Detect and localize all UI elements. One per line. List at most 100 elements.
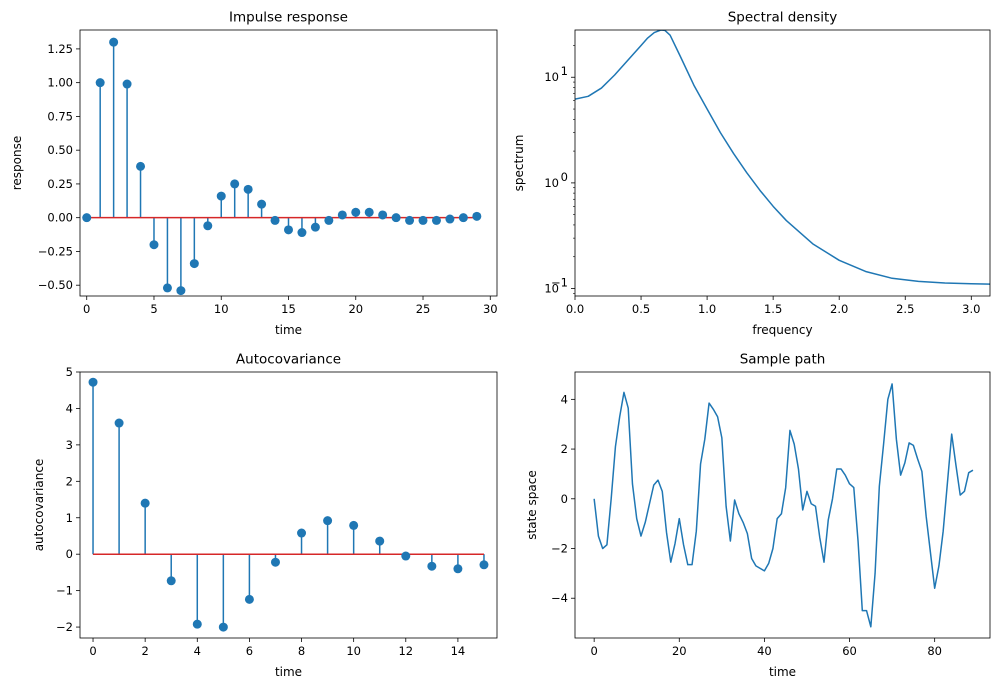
impulse-response-title: Impulse response (229, 10, 348, 26)
autocovariance-marker (244, 594, 254, 604)
spectral-density-ytick-label: 10 (544, 70, 559, 84)
sample-path-line (593, 383, 974, 628)
spectral-density-title: Spectral density (728, 10, 838, 26)
impulse-response-marker (189, 259, 199, 269)
autocovariance-xtick-label: 0 (89, 644, 96, 658)
impulse-response-xtick-label: 30 (483, 302, 498, 316)
impulse-response-marker (216, 191, 226, 201)
impulse-response-ytick-label: 0.75 (47, 109, 73, 123)
spectral-density-xtick-label: 0.5 (632, 302, 650, 316)
sample-path-ytick-label: −2 (551, 542, 568, 556)
spectral-density-axes-frame (574, 29, 991, 297)
impulse-response-marker (391, 213, 401, 223)
impulse-response-marker (122, 79, 132, 89)
spectral-density-xtick-label: 0.0 (566, 302, 584, 316)
autocovariance-xlabel: time (275, 665, 302, 679)
impulse-response-marker (378, 210, 388, 220)
impulse-response-xtick-label: 0 (83, 302, 90, 316)
impulse-response-ytick-label: 0.25 (47, 177, 73, 191)
autocovariance-xtick-label: 10 (346, 644, 361, 658)
autocovariance-marker (114, 418, 124, 428)
autocovariance-title: Autocovariance (236, 352, 341, 368)
autocovariance-ytick-label: −2 (56, 620, 73, 634)
autocovariance-marker (453, 564, 463, 574)
autocovariance-marker (427, 561, 437, 571)
impulse-response-ytick-label: 0.50 (47, 143, 73, 157)
spectral-density-ytick-exponent: 1 (561, 64, 568, 78)
autocovariance-marker (166, 576, 176, 586)
sample-path-xtick-label: 20 (672, 644, 687, 658)
impulse-response-marker (176, 286, 186, 296)
sample-path-plot-area (593, 383, 974, 628)
autocovariance-marker (479, 560, 489, 570)
spectral-density-xlabel: frequency (752, 323, 812, 337)
impulse-response-ytick-label: 1.00 (47, 76, 73, 90)
impulse-response-marker (310, 222, 320, 232)
impulse-response-marker (364, 207, 374, 217)
spectral-density-xtick-label: 2.0 (830, 302, 848, 316)
autocovariance-marker (218, 622, 228, 632)
autocovariance-xtick-label: 6 (246, 644, 253, 658)
spectral-density-ytick-exponent: 0 (561, 170, 568, 184)
impulse-response-ytick-label: −0.50 (38, 278, 73, 292)
autocovariance-xtick-label: 12 (398, 644, 413, 658)
autocovariance-xtick-label: 14 (451, 644, 466, 658)
sample-path-ylabel: state space (525, 470, 539, 539)
sample-path-xtick-label: 80 (927, 644, 942, 658)
sample-path-xtick-label: 0 (590, 644, 597, 658)
spectral-density-xtick-label: 1.0 (698, 302, 716, 316)
impulse-response-marker (405, 215, 415, 225)
autocovariance-panel: Autocovariance time autocovariance 0 2 4 6 8… (32, 352, 498, 679)
autocovariance-marker (375, 536, 385, 546)
spectral-density-ytick-label: 10 (544, 282, 559, 296)
impulse-response-marker (351, 207, 361, 217)
impulse-response-xlabel: time (275, 323, 302, 337)
impulse-response-marker (149, 240, 159, 250)
autocovariance-marker (349, 520, 359, 530)
sample-path-title: Sample path (740, 352, 826, 368)
autocovariance-marker (323, 516, 333, 526)
impulse-response-xtick-label: 25 (416, 302, 431, 316)
impulse-response-marker (95, 78, 105, 88)
autocovariance-ytick-label: 5 (66, 365, 73, 379)
sample-path-xtick-label: 60 (842, 644, 857, 658)
impulse-response-marker (297, 228, 307, 238)
sample-path-ytick-label: 0 (561, 492, 568, 506)
impulse-response-ylabel: response (10, 136, 24, 191)
impulse-response-marker (472, 211, 482, 221)
autocovariance-ytick-label: 3 (66, 438, 73, 452)
autocovariance-ytick-label: 0 (66, 547, 73, 561)
impulse-response-marker (431, 215, 441, 225)
autocovariance-ytick-label: 1 (66, 511, 73, 525)
impulse-response-marker (458, 213, 468, 223)
impulse-response-marker (243, 184, 253, 194)
spectral-density-line (575, 30, 990, 285)
autocovariance-plot-area (88, 377, 489, 632)
impulse-response-marker (136, 161, 146, 171)
autocovariance-marker (88, 377, 98, 387)
impulse-response-marker (324, 215, 334, 225)
spectral-density-plot-area (575, 30, 990, 285)
spectral-density-xtick-label: 1.5 (764, 302, 782, 316)
impulse-response-marker (82, 213, 92, 223)
autocovariance-xtick-label: 2 (141, 644, 148, 658)
impulse-response-marker (284, 225, 293, 235)
spectral-density-xtick-label: 3.0 (962, 302, 980, 316)
autocovariance-axes-frame (79, 371, 498, 639)
impulse-response-marker (445, 214, 455, 224)
impulse-response-xtick-label: 5 (150, 302, 157, 316)
spectral-density-ylabel: spectrum (512, 135, 526, 192)
autocovariance-marker (401, 551, 411, 561)
spectral-density-ytick-exponent: −1 (551, 276, 568, 290)
impulse-response-marker (162, 283, 172, 293)
autocovariance-ytick-label: −1 (56, 584, 73, 598)
sample-path-panel: Sample path time state space 0 20 40 60 80−4… (525, 352, 991, 679)
impulse-response-marker (337, 210, 347, 220)
spectral-density-xtick-label: 2.5 (896, 302, 914, 316)
spectral-density-ytick-label: 10 (544, 176, 559, 190)
impulse-response-panel: Impulse response time response 0 5 10 15 20 2… (10, 10, 498, 338)
sample-path-ytick-label: 2 (561, 442, 568, 456)
autocovariance-ytick-label: 4 (66, 401, 73, 415)
spectral-density-panel: Spectral density frequency spectrum 0.0 0… (512, 10, 991, 337)
impulse-response-ytick-label: −0.25 (38, 244, 73, 258)
